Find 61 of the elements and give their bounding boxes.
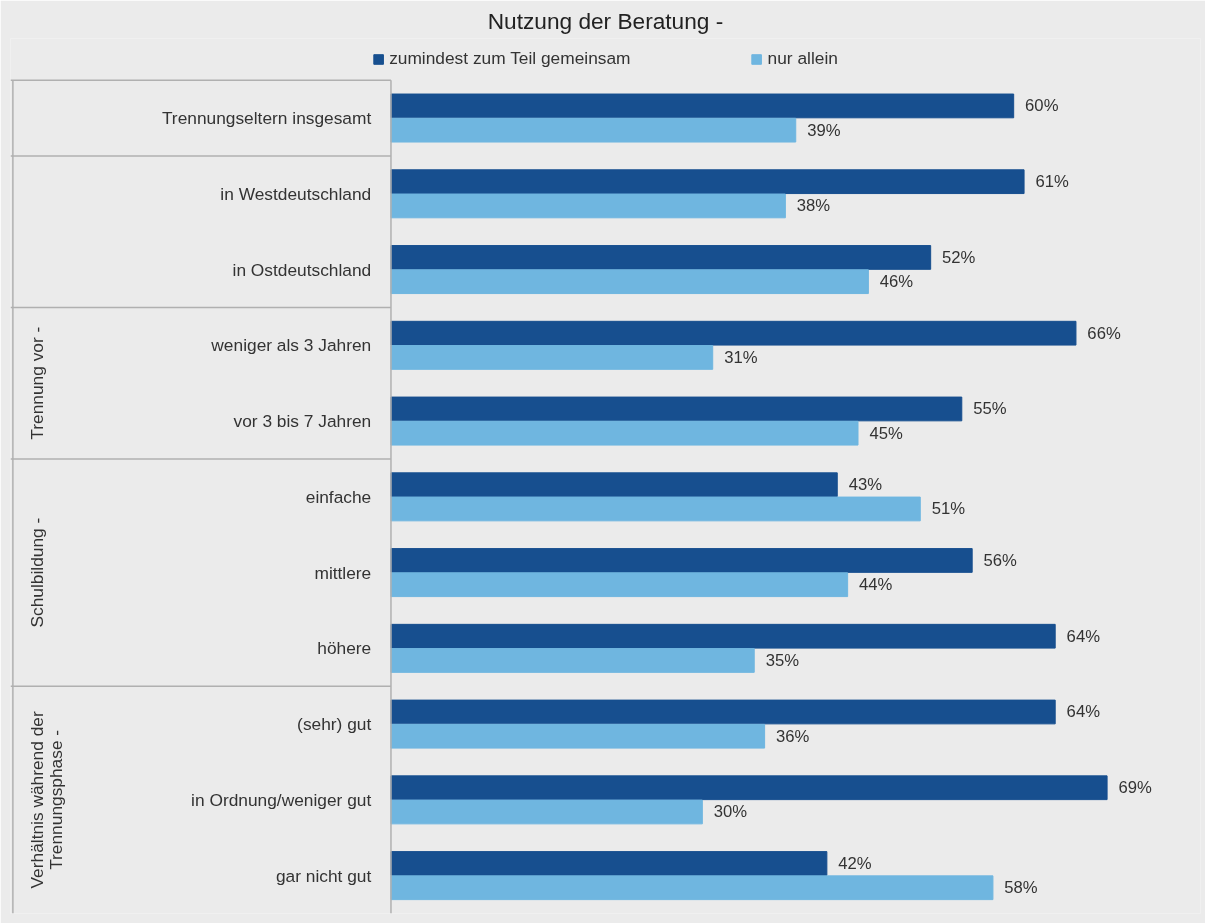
data-label: 46% [879, 272, 914, 292]
bar [390, 623, 1056, 649]
y-tick-label: höhere [317, 638, 372, 659]
data-label: 31% [724, 347, 758, 367]
chart-title: Nutzung der Beratung - [487, 7, 724, 34]
text: Trennung vor - [26, 326, 47, 440]
data-label: 30% [713, 802, 748, 822]
data-label: 64% [1066, 702, 1101, 722]
data-label: 61% [1035, 172, 1070, 192]
bar [390, 93, 1015, 119]
data-label: 60% [1025, 96, 1059, 116]
text: Schulbildung - [26, 517, 47, 628]
y-tick-label: Trennungseltern insgesamt [161, 108, 372, 129]
data-label: 45% [869, 423, 903, 443]
data-label: 55% [973, 399, 1007, 419]
bar [390, 699, 1056, 725]
data-label: 66% [1087, 323, 1121, 343]
data-label: 35% [765, 650, 800, 670]
data-label: 42% [838, 854, 872, 873]
bar [390, 396, 963, 422]
data-label: 44% [859, 575, 893, 595]
y-tick-label: gar nicht gut [275, 865, 372, 886]
y-tick-label: weniger als 3 Jahren [210, 335, 372, 356]
y-tick-label: mittlere [314, 562, 372, 583]
bar [390, 320, 1077, 346]
data-label: 43% [848, 475, 883, 495]
bar [390, 117, 797, 143]
y-tick-label: einfache [305, 486, 372, 507]
data-label: 64% [1066, 626, 1101, 646]
bar [390, 851, 828, 876]
bar [390, 269, 869, 295]
bar [390, 648, 755, 673]
y-tick-label: vor 3 bis 7 Jahren [233, 411, 372, 432]
bar [390, 169, 1025, 195]
legend-label: nur allein [767, 48, 838, 69]
data-label: 56% [983, 550, 1018, 570]
y-tick-label: in Ostdeutschland [232, 259, 372, 280]
bar [390, 572, 849, 598]
data-label: 39% [807, 120, 841, 140]
y-tick-label: (sehr) gut [297, 714, 372, 735]
data-label: 58% [1004, 878, 1038, 898]
data-label: 38% [796, 196, 831, 216]
text: Verhältnis während der Trennungsphase - [26, 711, 67, 889]
bar [390, 193, 786, 219]
bar [390, 496, 921, 522]
y-tick-label: in Westdeutschland [220, 183, 372, 204]
data-label: 36% [776, 726, 810, 746]
bar [390, 548, 973, 573]
bar [390, 775, 1108, 801]
bar [390, 345, 714, 370]
bar [390, 245, 932, 270]
data-label: 52% [942, 247, 976, 267]
y-tick-label: in Ordnung/weniger gut [191, 789, 372, 810]
bar [390, 799, 703, 825]
data-label: 69% [1118, 778, 1153, 798]
bar [390, 723, 766, 749]
bar [390, 420, 859, 446]
bar [390, 875, 994, 901]
bar [390, 472, 838, 498]
data-label: 51% [931, 499, 966, 519]
legend-label: zumindest zum Teil gemeinsam [389, 48, 631, 69]
